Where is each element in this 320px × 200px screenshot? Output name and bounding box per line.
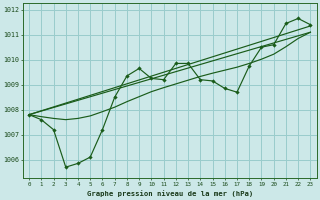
X-axis label: Graphe pression niveau de la mer (hPa): Graphe pression niveau de la mer (hPa) bbox=[87, 190, 253, 197]
